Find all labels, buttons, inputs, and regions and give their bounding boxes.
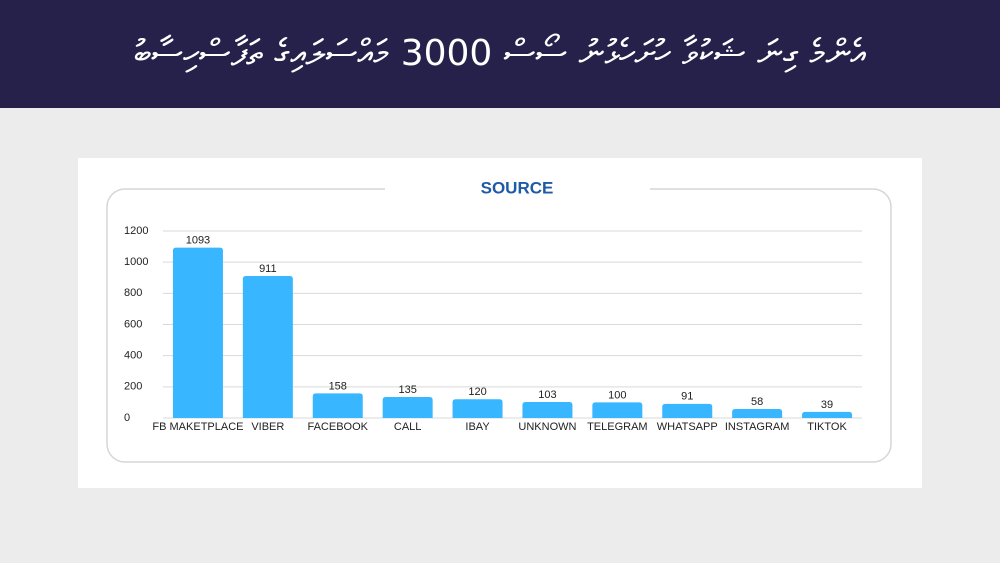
value-label: 135 [398, 384, 416, 396]
y-tick-label: 1000 [124, 256, 148, 268]
x-tick-label: IBAY [465, 421, 490, 433]
x-tick-label: TELEGRAM [587, 421, 648, 433]
chart-title: SOURCE [481, 178, 554, 197]
value-label: 39 [821, 399, 833, 411]
x-tick-label: UNKNOWN [518, 421, 576, 433]
bar [382, 396, 433, 418]
y-tick-label: 200 [124, 381, 142, 393]
bar [662, 403, 713, 418]
header: އެންމެ ގިނަ ޝަކުވާ ހުށަހެޅުނު ސޯސް 3000 … [0, 0, 1000, 108]
bar [242, 276, 293, 418]
bar [172, 247, 223, 418]
x-tick-label: FB MAKETPLACE [152, 421, 243, 433]
value-label: 158 [329, 380, 347, 392]
y-tick-label: 400 [124, 350, 142, 362]
chart: SOURCE 0 200 400 600 800 1000 1200 FB MAKETPLAC… [106, 178, 892, 463]
x-tick-label: CALL [394, 421, 422, 433]
y-tick-label: 0 [124, 412, 130, 424]
x-tick-label: INSTAGRAM [725, 421, 790, 433]
value-label: 911 [259, 263, 277, 275]
y-tick-label: 1200 [124, 225, 148, 237]
x-tick-label: WHATSAPP [657, 421, 718, 433]
y-tick-label: 600 [124, 318, 142, 330]
bar [592, 402, 643, 418]
value-label: 58 [751, 396, 763, 408]
value-label: 91 [681, 391, 693, 403]
x-tick-label: FACEBOOK [307, 421, 368, 433]
value-label: 103 [538, 389, 556, 401]
value-label: 100 [608, 389, 626, 401]
bar [312, 393, 363, 418]
bar [732, 408, 783, 418]
x-tick-label: TIKTOK [807, 421, 847, 433]
frame-gap [385, 178, 650, 200]
card: SOURCE 0 200 400 600 800 1000 1200 FB MAKETPLAC… [78, 158, 922, 488]
x-tick-label: VIBER [251, 421, 284, 433]
y-tick-label: 800 [124, 287, 142, 299]
bar [802, 411, 853, 418]
bar [522, 401, 573, 418]
bar [452, 399, 503, 418]
value-label: 120 [468, 386, 486, 398]
value-label: 1093 [186, 235, 210, 247]
